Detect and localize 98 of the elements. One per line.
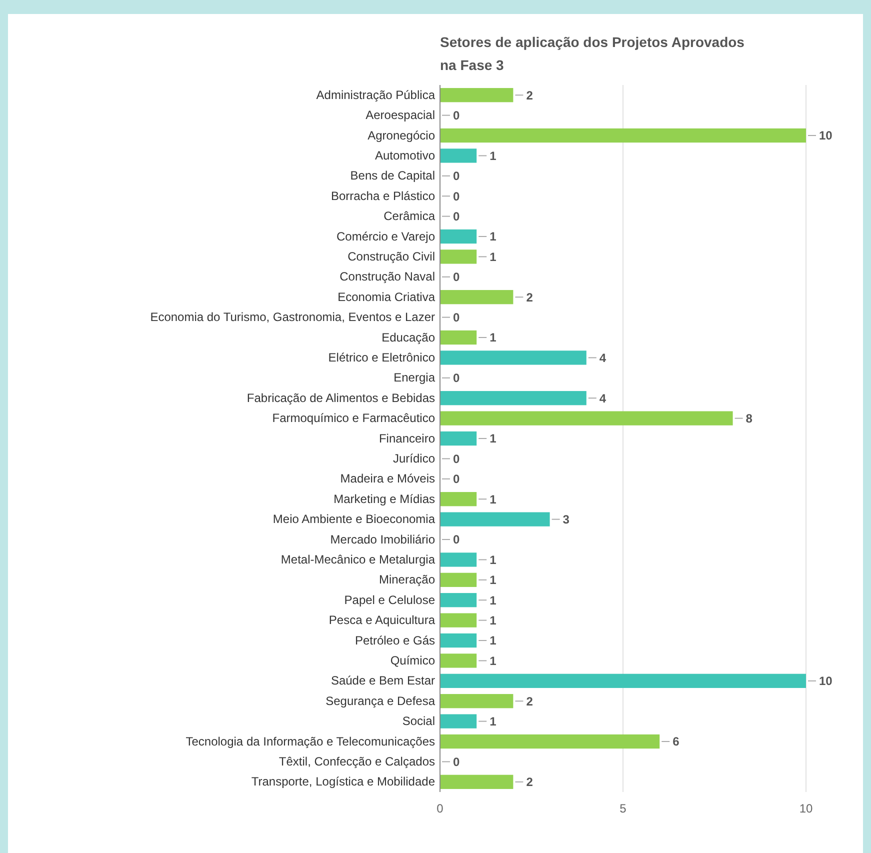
bar bbox=[440, 350, 586, 365]
data-label: 1 bbox=[490, 552, 497, 567]
y-tick-label: Automotivo bbox=[374, 148, 436, 163]
y-tick-label: Mercado Imobiliário bbox=[330, 532, 436, 546]
bar bbox=[440, 128, 806, 143]
bar bbox=[440, 593, 477, 608]
data-label: 1 bbox=[490, 148, 497, 163]
y-tick-label: Têxtil, Confecção e Calçados bbox=[278, 754, 435, 769]
data-label: 0 bbox=[453, 472, 460, 486]
data-label: 1 bbox=[490, 330, 497, 345]
y-tick-label: Construção Civil bbox=[348, 250, 435, 264]
y-tick-label: Administração Pública bbox=[316, 88, 436, 102]
bar bbox=[440, 774, 514, 789]
y-tick-label: Elétrico e Eletrônico bbox=[328, 350, 436, 365]
y-tick-label: Transporte, Logística e Mobilidade bbox=[251, 774, 436, 789]
y-tick-label: Pesca e Aquicultura bbox=[328, 613, 436, 628]
data-label: 1 bbox=[490, 593, 497, 608]
bar bbox=[440, 654, 477, 668]
bar bbox=[440, 714, 477, 728]
data-label: 2 bbox=[526, 694, 534, 708]
y-tick-label: Marketing e Mídias bbox=[334, 492, 435, 506]
bar bbox=[440, 694, 514, 708]
data-label: 0 bbox=[453, 189, 460, 204]
bar bbox=[440, 391, 586, 406]
y-tick-label: Bens de Capital bbox=[350, 168, 435, 183]
y-tick-label: Borracha e Plástico bbox=[330, 188, 436, 203]
data-label: 8 bbox=[746, 412, 753, 426]
bar bbox=[440, 330, 477, 345]
bar bbox=[440, 674, 806, 688]
y-tick-label: Papel e Celulose bbox=[344, 592, 436, 607]
bar bbox=[440, 229, 477, 244]
bar bbox=[440, 613, 477, 628]
bar bbox=[440, 431, 477, 446]
data-label: 0 bbox=[453, 371, 460, 386]
y-tick-label: Saúde e Bem Estar bbox=[330, 674, 435, 688]
data-label: 1 bbox=[490, 250, 497, 264]
y-tick-label: Mineração bbox=[378, 572, 436, 587]
data-label: 10 bbox=[819, 128, 833, 143]
y-tick-label: Cerâmica bbox=[384, 209, 436, 224]
data-label: 1 bbox=[490, 432, 497, 446]
y-tick-label: Químico bbox=[390, 654, 436, 668]
data-label: 4 bbox=[599, 391, 606, 406]
data-label: 6 bbox=[672, 734, 680, 749]
data-label: 1 bbox=[490, 714, 497, 728]
data-label: 1 bbox=[490, 492, 497, 506]
data-label: 0 bbox=[453, 108, 460, 122]
data-label: 2 bbox=[526, 88, 534, 102]
bar bbox=[440, 552, 477, 567]
data-label: 4 bbox=[599, 350, 606, 365]
y-tick-label: Economia do Turismo, Gastronomia, Eventos e Lazer bbox=[150, 310, 435, 324]
data-label: 1 bbox=[490, 614, 497, 628]
data-label: 0 bbox=[453, 310, 460, 324]
data-label: 1 bbox=[490, 230, 497, 244]
bar bbox=[440, 250, 477, 264]
y-tick-label: Agronegócio bbox=[368, 128, 436, 142]
data-label: 0 bbox=[453, 532, 460, 547]
data-label: 0 bbox=[453, 754, 460, 769]
y-tick-label: Metal-Mecânico e Metalurgia bbox=[280, 552, 436, 567]
data-label: 1 bbox=[490, 573, 497, 588]
bar bbox=[440, 411, 733, 426]
data-label: 3 bbox=[562, 512, 570, 526]
bar bbox=[440, 492, 477, 506]
data-label: 0 bbox=[453, 169, 460, 184]
data-label: 2 bbox=[526, 775, 534, 790]
bar bbox=[440, 88, 514, 102]
data-label: 10 bbox=[819, 674, 833, 688]
x-tick-label: 0 bbox=[436, 802, 444, 816]
y-tick-label: Energia bbox=[394, 370, 436, 385]
data-label: 0 bbox=[453, 452, 460, 466]
y-tick-label: Financeiro bbox=[378, 431, 436, 446]
bar bbox=[440, 734, 660, 749]
data-label: 0 bbox=[453, 270, 460, 284]
y-tick-label: Madeira e Móveis bbox=[340, 472, 435, 486]
y-tick-label: Educação bbox=[382, 330, 436, 344]
y-tick-label: Comércio e Varejo bbox=[336, 229, 436, 244]
y-tick-label: Farmoquímico e Farmacêutico bbox=[272, 411, 436, 426]
data-label: 1 bbox=[490, 654, 497, 668]
y-tick-label: Social bbox=[402, 714, 435, 728]
data-label: 2 bbox=[526, 290, 534, 304]
bar bbox=[440, 633, 477, 648]
bar bbox=[440, 572, 477, 587]
bar bbox=[440, 512, 550, 526]
y-tick-label: Construção Naval bbox=[340, 270, 435, 284]
bar bbox=[440, 290, 514, 304]
bar bbox=[440, 148, 477, 163]
y-tick-label: Aeroespacial bbox=[366, 108, 435, 122]
x-tick-label: 10 bbox=[799, 802, 813, 816]
y-tick-label: Tecnologia da Informação e Telecomunicações bbox=[186, 734, 435, 748]
y-tick-label: Petróleo e Gás bbox=[354, 633, 435, 648]
y-tick-label: Fabricação de Alimentos e Bebidas bbox=[246, 390, 435, 405]
y-tick-label: Economia Criativa bbox=[338, 290, 436, 304]
y-tick-label: Jurídico bbox=[392, 452, 436, 466]
data-label: 0 bbox=[453, 210, 460, 224]
data-label: 1 bbox=[490, 634, 497, 648]
x-tick-label: 5 bbox=[620, 802, 627, 816]
y-tick-label: Segurança e Defesa bbox=[326, 694, 436, 708]
chart-title: Setores de aplicação dos Projetos Aprovados na Fase 3 bbox=[440, 34, 745, 73]
y-tick-label: Meio Ambiente e Bioeconomia bbox=[272, 512, 436, 526]
